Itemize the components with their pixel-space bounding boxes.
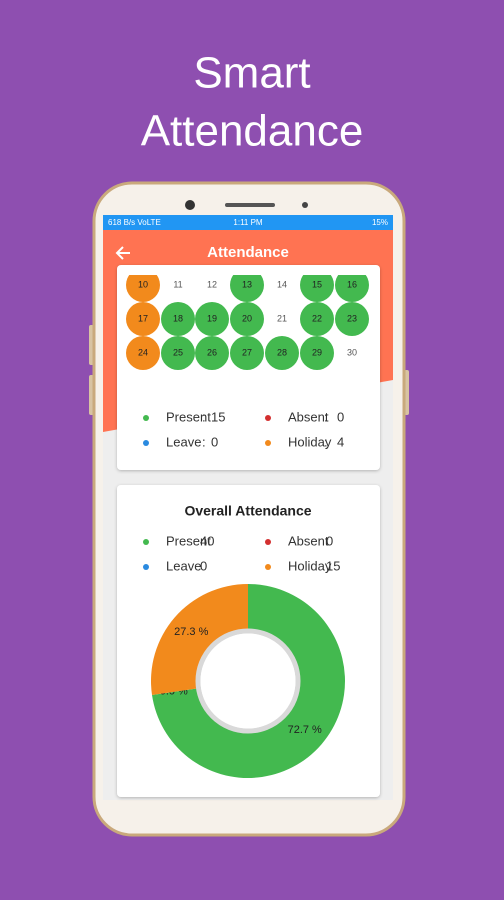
day-circle <box>335 302 369 336</box>
day-number: 25 <box>173 347 183 357</box>
day-circle <box>161 336 195 370</box>
day-circle <box>335 275 369 302</box>
day-circle <box>161 302 195 336</box>
day-number: 19 <box>207 313 217 323</box>
donut-ring <box>195 628 301 734</box>
day-number: 24 <box>138 347 148 357</box>
day-circle <box>300 336 334 370</box>
day-number: 11 <box>173 279 182 289</box>
legend-value: 40 <box>200 533 214 548</box>
camera <box>185 200 195 210</box>
status-left: 618 B/s VoLTE <box>108 218 161 227</box>
day-number: 16 <box>347 279 357 289</box>
day-circle <box>126 336 160 370</box>
day-number: 27 <box>242 347 252 357</box>
donut-hole <box>200 633 296 729</box>
day-number: 23 <box>347 313 357 323</box>
legend-label: Absent <box>288 409 329 424</box>
day-number: 14 <box>277 279 287 289</box>
day-number: 30 <box>347 347 357 357</box>
legend-separator: : <box>324 409 328 424</box>
day-number: 28 <box>277 347 287 357</box>
slice-label: 72.7 % <box>288 724 322 736</box>
speaker <box>225 203 275 207</box>
day-number: 21 <box>277 313 287 323</box>
day-number: 18 <box>173 313 183 323</box>
legend-dot <box>265 539 271 545</box>
legend-separator: : <box>202 409 206 424</box>
day-circle <box>195 302 229 336</box>
status-bar <box>103 215 393 230</box>
legend-label: Leave <box>166 558 201 573</box>
legend-value: 0 <box>337 409 344 424</box>
legend-value: 0 <box>200 558 207 573</box>
day-circle <box>230 336 264 370</box>
day-circle <box>300 302 334 336</box>
legend-value: 15 <box>326 558 340 573</box>
legend-dot <box>143 440 149 446</box>
day-number: 26 <box>207 347 217 357</box>
day-number: 17 <box>138 313 148 323</box>
day-number: 10 <box>138 279 148 289</box>
legend-dot <box>143 415 149 421</box>
overall-title: Overall Attendance <box>184 503 311 519</box>
calendar: 10 11 12 13 14 15 16 17 18 19 20 21 22 23 24 25 26 27 28 29… <box>126 275 369 370</box>
pie-slice <box>151 584 248 695</box>
day-number: 29 <box>312 347 322 357</box>
legend-label: Present <box>166 533 211 548</box>
headline: Smart <box>193 49 310 98</box>
status-battery: 15% <box>372 218 388 227</box>
day-number: 12 <box>207 279 217 289</box>
headline: Attendance <box>141 107 364 156</box>
legend-label: Absent <box>288 533 329 548</box>
sensor <box>302 202 308 208</box>
day-number: 22 <box>312 313 322 323</box>
legend-label: Leave <box>166 434 201 449</box>
legend-label: Holiday <box>288 558 332 573</box>
app-bar-title: Attendance <box>207 244 289 261</box>
legend-dot <box>143 539 149 545</box>
back-button[interactable] <box>115 246 130 260</box>
day-circle <box>126 302 160 336</box>
legend-value: 0 <box>211 434 218 449</box>
legend-label: Holiday <box>288 434 332 449</box>
legend-value: 15 <box>211 409 225 424</box>
legend-separator: : <box>324 434 328 449</box>
day-number: 15 <box>312 279 322 289</box>
status-time: 1:11 PM <box>233 218 263 227</box>
legend-dot <box>143 564 149 570</box>
day-circle <box>195 336 229 370</box>
legend-value: 0 <box>326 533 333 548</box>
legend-separator: : <box>202 434 206 449</box>
day-circle <box>230 275 264 302</box>
legend-dot <box>265 440 271 446</box>
legend-dot <box>265 415 271 421</box>
day-circle <box>265 336 299 370</box>
pie-slice <box>152 584 345 778</box>
day-number: 13 <box>242 279 252 289</box>
legend-label: Present <box>166 409 211 424</box>
day-circle <box>230 302 264 336</box>
day-circle <box>126 275 160 302</box>
legend-value: 4 <box>337 434 344 449</box>
legend-dot <box>265 564 271 570</box>
day-number: 20 <box>242 313 252 323</box>
slice-label: 27.3 % <box>174 626 208 638</box>
day-circle <box>300 275 334 302</box>
